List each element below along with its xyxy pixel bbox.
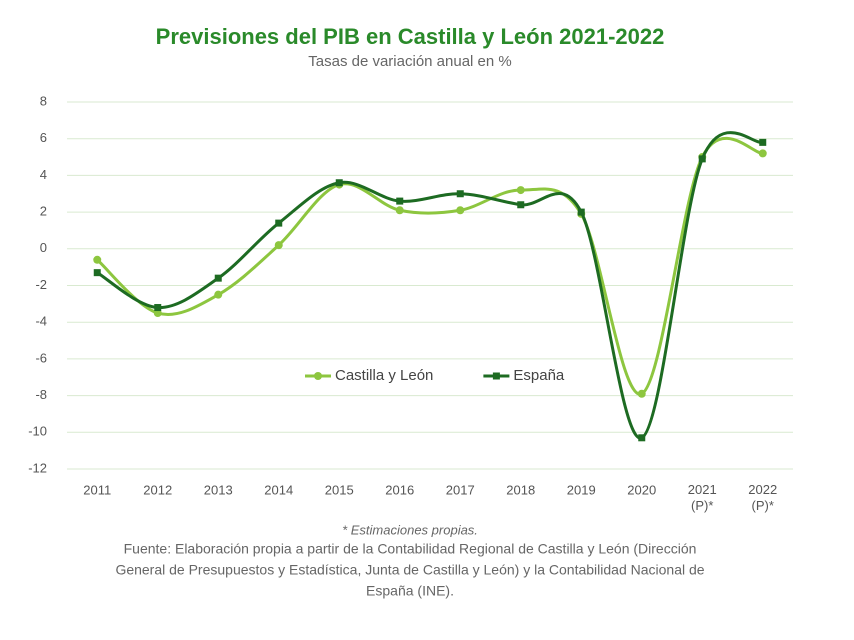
marker	[274, 241, 283, 250]
y-tick-label: -10	[28, 424, 47, 439]
y-tick-label: -4	[35, 314, 47, 329]
legend-label: España	[513, 367, 565, 384]
x-tick-label: 2013	[204, 482, 233, 497]
y-tick-label: 0	[40, 240, 47, 255]
marker	[698, 155, 706, 163]
marker	[153, 309, 162, 318]
marker	[275, 219, 283, 227]
marker	[335, 179, 343, 187]
y-tick-label: -8	[35, 387, 47, 402]
x-tick-label: 2017	[446, 482, 475, 497]
x-tick-label: 2019	[567, 482, 596, 497]
x-tick-label: 2021 (P)*	[688, 482, 717, 513]
marker	[516, 186, 525, 195]
marker	[93, 255, 102, 264]
marker	[456, 190, 464, 198]
marker	[93, 269, 101, 277]
legend-marker	[314, 372, 322, 380]
marker	[396, 197, 404, 205]
marker	[456, 206, 465, 215]
series-line	[96, 136, 764, 396]
marker	[758, 149, 767, 158]
footnote: * Estimaciones propias.	[342, 522, 478, 537]
chart-title: Previsiones del PIB en Castilla y León 2…	[156, 24, 665, 49]
legend-label: Castilla y León	[335, 367, 433, 384]
marker	[395, 206, 404, 215]
x-tick-label: 2015	[325, 482, 354, 497]
y-tick-label: 8	[40, 93, 47, 108]
y-tick-label: 6	[40, 130, 47, 145]
marker	[637, 389, 646, 398]
chart-subtitle: Tasas de variación anual en %	[308, 53, 511, 70]
marker	[759, 138, 767, 146]
y-tick-label: 2	[40, 204, 47, 219]
source-line: General de Presupuestos y Estadística, J…	[115, 562, 704, 578]
y-tick-label: 4	[40, 167, 47, 182]
marker	[214, 290, 223, 299]
source-line: Fuente: Elaboración propia a partir de l…	[124, 541, 697, 557]
x-tick-label: 2014	[264, 482, 293, 497]
y-tick-label: -12	[28, 460, 47, 475]
x-tick-label: 2011	[83, 482, 111, 497]
marker	[214, 274, 222, 282]
marker	[577, 208, 585, 216]
x-tick-label: 2020	[627, 482, 656, 497]
marker	[154, 304, 162, 312]
x-tick-label: 2016	[385, 482, 414, 497]
x-tick-label: 2012	[143, 482, 172, 497]
legend-marker	[492, 372, 500, 380]
y-tick-label: -6	[35, 350, 47, 365]
marker	[638, 434, 646, 442]
x-tick-label: 2018	[506, 482, 535, 497]
marker	[517, 201, 525, 209]
y-tick-label: -2	[35, 277, 47, 292]
source-line: España (INE).	[366, 583, 454, 599]
x-tick-label: 2022 (P)*	[748, 482, 777, 513]
